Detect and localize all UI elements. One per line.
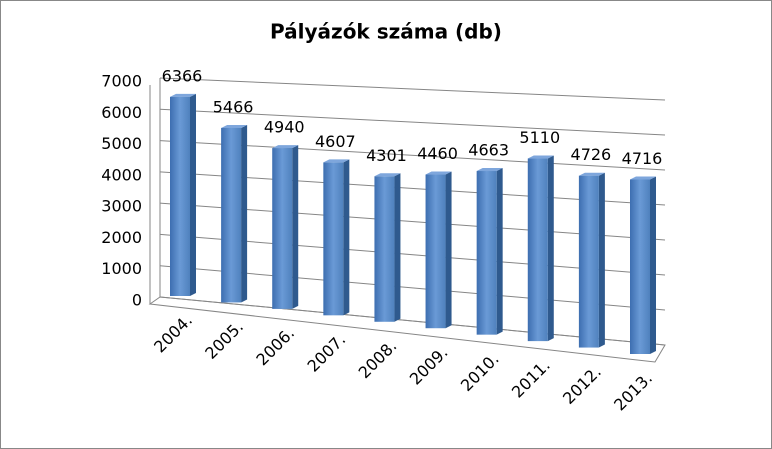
bar-side — [292, 145, 299, 309]
bar-side — [343, 159, 350, 316]
y-tick-label: 0 — [132, 291, 142, 310]
bar — [630, 179, 650, 354]
bar — [272, 148, 293, 309]
value-label: 4301 — [366, 146, 407, 165]
bar-top — [578, 172, 605, 176]
y-tick-label: 4000 — [101, 165, 142, 184]
bar-side — [394, 173, 401, 322]
y-tick-label: 2000 — [101, 228, 142, 247]
value-label: 4940 — [264, 118, 305, 137]
y-tick-label: 6000 — [101, 103, 142, 122]
bar-side — [241, 124, 248, 303]
value-label: 6366 — [162, 66, 203, 85]
bar-top — [221, 124, 248, 128]
y-tick-label: 3000 — [101, 197, 142, 216]
bar-top — [374, 173, 401, 177]
bar-side — [547, 155, 554, 342]
y-tick-label: 5000 — [101, 134, 142, 153]
bar-top — [272, 145, 299, 149]
bar-top — [476, 168, 503, 172]
bar — [323, 162, 344, 316]
bar — [476, 171, 497, 335]
bar — [170, 96, 190, 296]
value-label: 4607 — [315, 132, 356, 151]
grid-line — [159, 77, 666, 101]
bar — [425, 174, 446, 329]
bar-top — [527, 155, 554, 159]
bar-side — [445, 171, 452, 329]
value-label: 4726 — [571, 145, 612, 164]
bar-side — [496, 168, 503, 335]
value-label: 4716 — [622, 149, 663, 168]
value-label: 4663 — [468, 141, 509, 160]
y-tick-label: 1000 — [101, 259, 142, 278]
bar-top — [323, 159, 350, 163]
bar — [374, 176, 395, 322]
chart-title: Pályázók száma (db) — [270, 20, 502, 44]
value-label: 4460 — [417, 144, 458, 163]
bar-side — [650, 176, 656, 354]
grid-line — [159, 108, 666, 136]
bar — [578, 175, 599, 348]
bar — [527, 158, 548, 342]
bar-side — [190, 93, 196, 296]
bar-top — [170, 93, 196, 97]
bar-top — [630, 176, 656, 180]
value-label: 5110 — [519, 128, 560, 147]
value-label: 5466 — [213, 97, 254, 116]
bar-top — [425, 171, 452, 175]
bar — [221, 127, 242, 303]
bar-side — [598, 172, 605, 348]
y-tick-label: 7000 — [101, 72, 142, 91]
